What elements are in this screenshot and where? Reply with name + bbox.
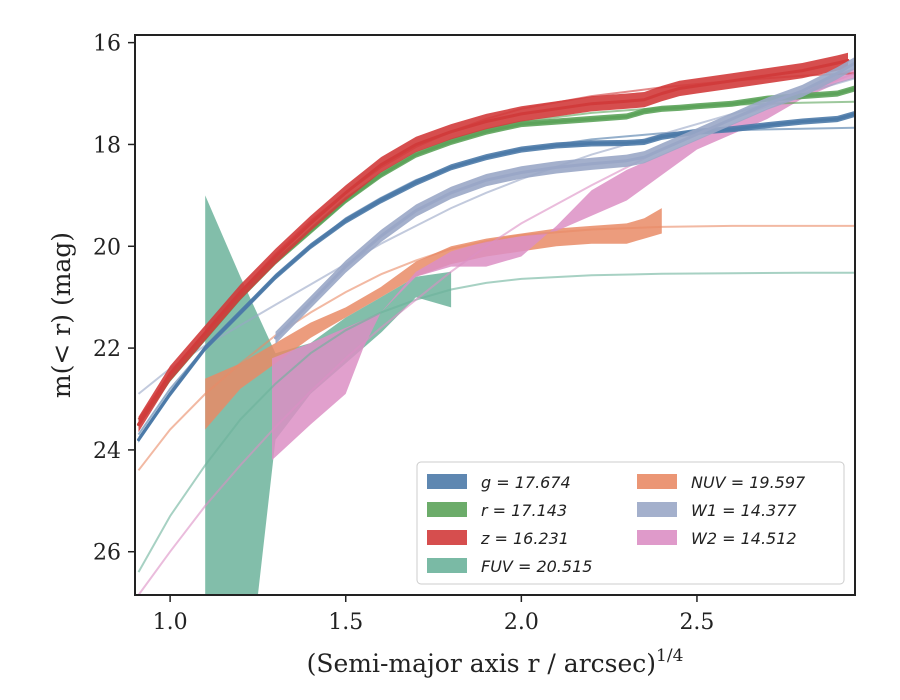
legend-label-z: z = 16.231 (480, 529, 569, 548)
x-tick-label: 2.5 (679, 610, 714, 635)
y-tick-label: 22 (93, 337, 121, 362)
bands-layer (205, 68, 855, 595)
legend-swatch-fuv (427, 558, 467, 573)
y-axis-label: m(< r) (mag) (47, 232, 76, 398)
w1-curve (274, 61, 855, 340)
y-tick-label: 20 (93, 235, 121, 260)
legend-swatch-r (427, 502, 467, 517)
x-tick-label: 1.5 (328, 610, 363, 635)
nuv-model-line (137, 224, 855, 471)
w1-model-line (137, 77, 855, 395)
y-tick-label: 18 (93, 133, 121, 158)
legend-label-fuv: FUV = 20.515 (481, 557, 592, 576)
legend-label-w2: W2 = 14.512 (691, 529, 797, 548)
x-axis-label-exponent: 1/4 (656, 646, 683, 666)
legend-swatch-z (427, 530, 467, 545)
legend-label-nuv: NUV = 19.597 (691, 473, 806, 492)
legend: g = 17.674 r = 17.143 z = 16.231 FUV = 20.5… (416, 461, 845, 585)
z-curve (137, 59, 850, 426)
x-tick-label: 2.0 (504, 610, 539, 635)
legend-label-r: r = 17.143 (481, 501, 567, 520)
x-axis-label: (Semi-major axis r / arcsec)1/4 (307, 646, 684, 678)
legend-label-g: g = 17.674 (481, 473, 571, 492)
g-curve (137, 112, 855, 442)
plot-frame (134, 34, 856, 596)
fuv-band (205, 195, 452, 595)
legend-swatch-g (427, 474, 467, 489)
x-tick-label: 1.0 (153, 610, 188, 635)
y-tick-label: 24 (93, 439, 121, 464)
legend-label-w1: W1 = 14.377 (691, 501, 797, 520)
curves-layer (137, 52, 855, 443)
legend-swatch-nuv (637, 474, 677, 489)
y-tick-label: 26 (93, 541, 121, 566)
legend-swatch-w2 (637, 530, 677, 545)
legend-swatch-w1 (637, 502, 677, 517)
y-tick-label: 16 (93, 32, 121, 57)
legend-frame (416, 461, 845, 585)
axis-ticks: 1.0 1.5 2.0 2.5 16 18 20 22 24 26 (93, 32, 714, 635)
x-axis-label-text: (Semi-major axis r / arcsec) (307, 649, 656, 678)
nuv-band (205, 208, 662, 430)
